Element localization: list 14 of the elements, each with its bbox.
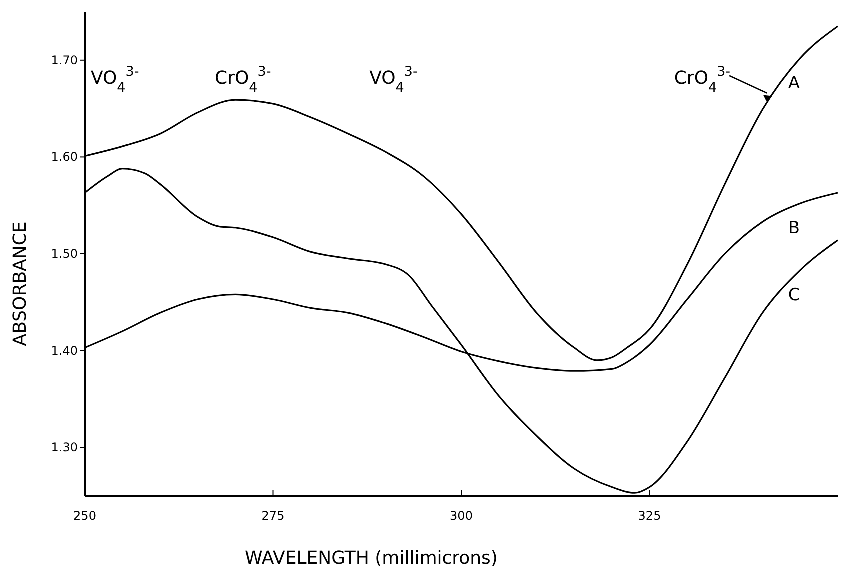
x-axis-title: WAVELENGTH (millimicrons): [245, 548, 498, 569]
series-label: B: [788, 218, 800, 239]
x-tick-label: 325: [638, 509, 662, 523]
y-axis-title: ABSORBANCE: [10, 222, 31, 346]
x-tick-label: 250: [74, 509, 96, 523]
y-tick-label: 1.40: [51, 344, 78, 358]
y-tick-label: 1.70: [51, 53, 78, 68]
y-tick-label: 1.30: [51, 440, 78, 455]
y-tick-label: 1.60: [51, 150, 78, 164]
x-tick-label: 300: [450, 509, 473, 523]
x-tick-label: 275: [262, 509, 285, 523]
legend-label: A: [788, 73, 800, 94]
y-tick-label: 1.50: [51, 247, 78, 261]
series-label: C: [788, 285, 800, 306]
